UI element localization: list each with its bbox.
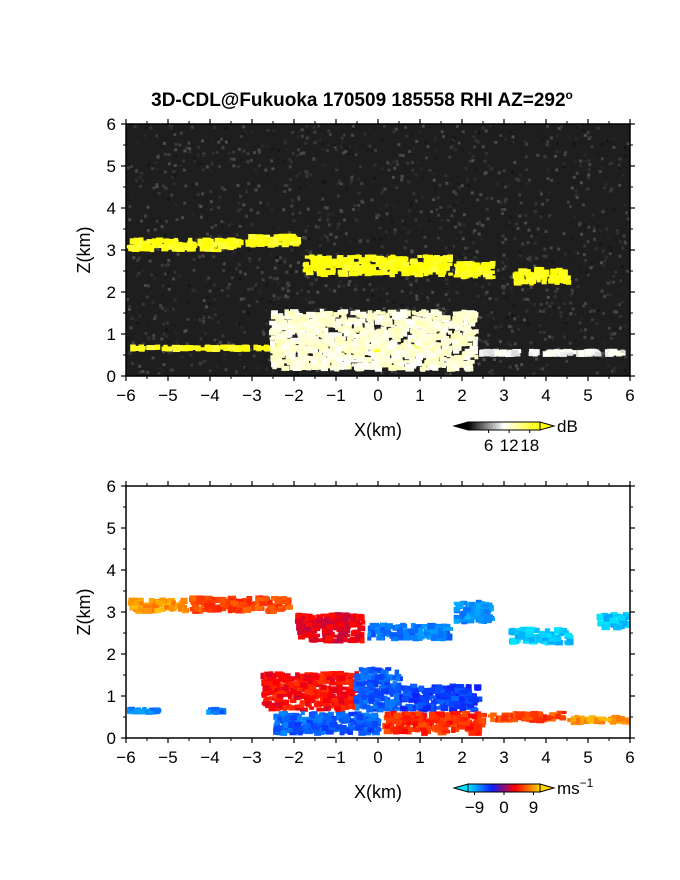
echo-region (487, 710, 567, 724)
x-tick-label: −4 (200, 386, 219, 405)
echo-region (453, 599, 495, 625)
x-tick-label: −1 (326, 386, 345, 405)
x-tick-label: 3 (499, 748, 508, 767)
colorbar-tick-label: −9 (465, 798, 484, 817)
x-tick-label: 6 (625, 748, 634, 767)
x-axis-label: X(km) (354, 420, 402, 440)
y-tick-label: 4 (107, 199, 116, 218)
y-tick-label: 6 (107, 477, 116, 496)
y-axis-label: Z(km) (74, 589, 94, 636)
echo-region (294, 612, 366, 644)
x-tick-label: −5 (158, 386, 177, 405)
echo-region (268, 308, 479, 372)
echo-region (508, 626, 574, 646)
echo-region (479, 348, 626, 357)
x-tick-label: −6 (116, 748, 135, 767)
echo-region (206, 706, 227, 715)
echo-region (512, 266, 572, 286)
x-tick-label: 0 (373, 748, 382, 767)
x-tick-label: 0 (373, 386, 382, 405)
x-tick-label: 3 (499, 386, 508, 405)
echo-region (245, 233, 302, 248)
y-tick-label: 4 (107, 561, 116, 580)
x-tick-label: 5 (583, 386, 592, 405)
y-axis-label: Z(km) (74, 227, 94, 274)
x-tick-label: −2 (284, 748, 303, 767)
colorbar-unit: ms−1 (557, 776, 594, 798)
figure-title: 3D-CDL@Fukuoka 170509 185558 RHI AZ=292o (151, 88, 573, 111)
y-tick-label: 6 (107, 115, 116, 134)
y-tick-label: 3 (107, 603, 116, 622)
y-tick-label: 2 (107, 645, 116, 664)
y-tick-label: 2 (107, 283, 116, 302)
echo-region (189, 595, 293, 614)
echo-region (382, 710, 487, 736)
x-tick-label: −3 (242, 748, 261, 767)
x-tick-label: −3 (242, 386, 261, 405)
y-tick-label: 0 (107, 367, 116, 386)
colorbar-tick-label: 6 (484, 436, 493, 455)
echo-region (302, 254, 453, 278)
x-axis-label: X(km) (354, 782, 402, 802)
x-tick-label: −2 (284, 386, 303, 405)
x-tick-label: −5 (158, 748, 177, 767)
colorbar: 6 12 18 dB (452, 417, 578, 455)
y-tick-label: 1 (107, 687, 116, 706)
colorbar-tick-label: 0 (499, 798, 508, 817)
colorbar-tick-label: 9 (529, 798, 538, 817)
echo-region (399, 683, 483, 713)
y-tick-label: 1 (107, 325, 116, 344)
x-tick-label: 1 (415, 748, 424, 767)
x-tick-label: 1 (415, 386, 424, 405)
velocity-panel: −6 −5 −4 −3 −2 −1 0 1 2 3 4 5 6 0 1 2 3 4 5 6 X(km) Z(km) −9 0 9… (74, 477, 635, 817)
echo-region (453, 260, 496, 280)
x-tick-label: 2 (457, 748, 466, 767)
y-tick-label: 5 (107, 519, 116, 538)
colorbar-tick-label: 18 (520, 436, 539, 455)
echo-region (353, 666, 403, 713)
echo-region (567, 714, 630, 726)
echo-region (367, 622, 453, 642)
echo-region (260, 670, 361, 713)
colorbar-tick-label: 12 (500, 436, 519, 455)
echo-region (127, 706, 162, 715)
x-tick-label: 6 (625, 386, 634, 405)
x-tick-label: 2 (457, 386, 466, 405)
colorbar-unit: dB (557, 417, 578, 436)
x-tick-label: −4 (200, 748, 219, 767)
echo-region (596, 612, 630, 631)
echo-region (127, 597, 189, 614)
colorbar: −9 0 9 ms−1 (452, 776, 594, 817)
x-tick-label: 4 (541, 748, 550, 767)
y-tick-label: 0 (107, 729, 116, 748)
echo-region (273, 711, 382, 736)
x-tick-label: −1 (326, 748, 345, 767)
x-tick-label: 5 (583, 748, 592, 767)
x-tick-label: −6 (116, 386, 135, 405)
echo-region (126, 237, 244, 253)
y-tick-label: 3 (107, 241, 116, 260)
y-tick-label: 5 (107, 157, 116, 176)
x-tick-label: 4 (541, 386, 550, 405)
